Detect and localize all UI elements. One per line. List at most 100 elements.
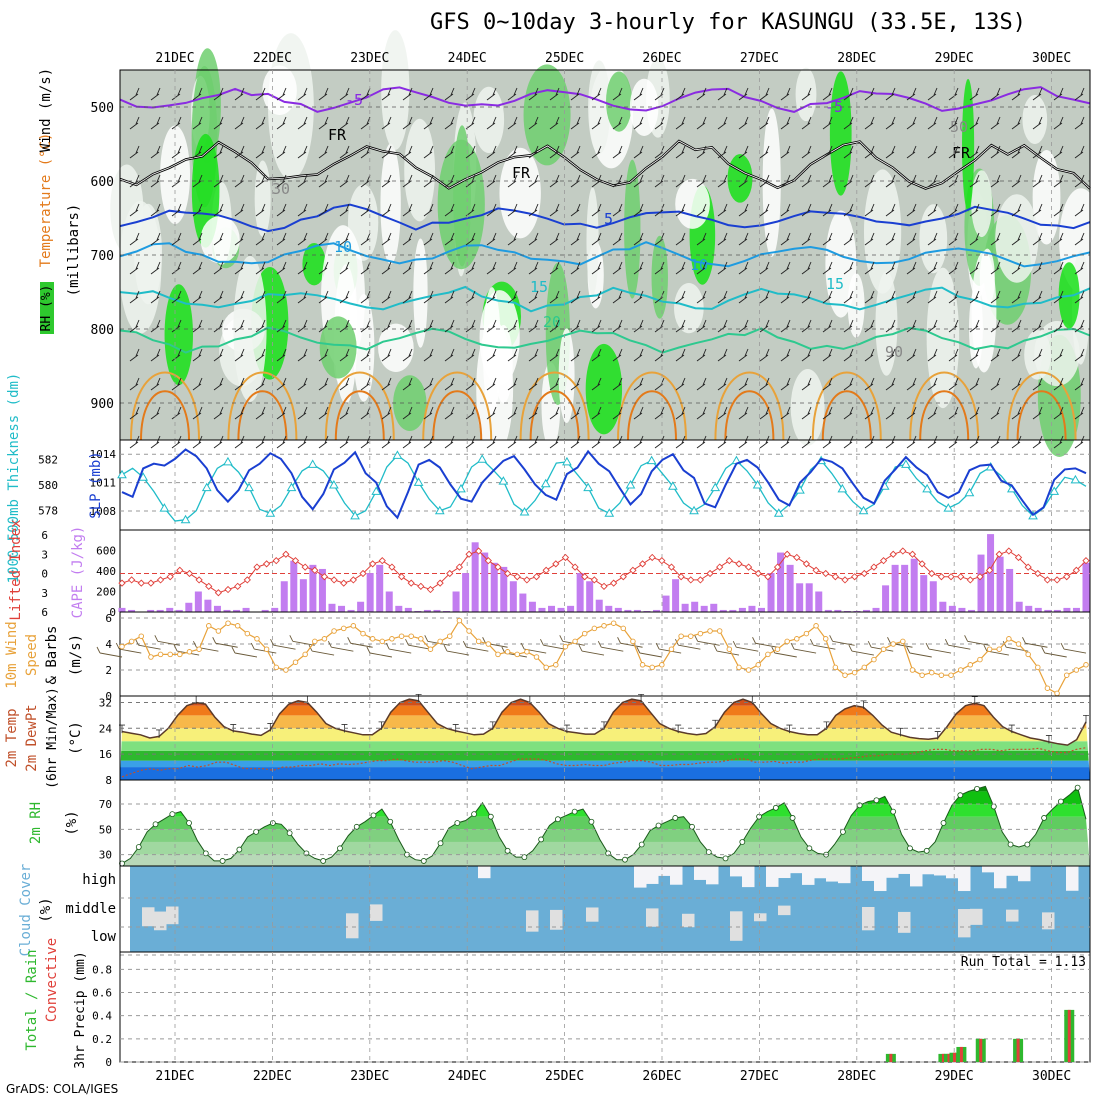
cape-bar: [710, 603, 718, 612]
wind-barb: [633, 290, 644, 304]
wind-barb: [906, 232, 917, 246]
wind-barb: [864, 203, 875, 217]
wind-barb: [801, 261, 812, 275]
wind-barb: [864, 145, 875, 159]
wind-barb: [1053, 232, 1064, 246]
wind-speed-marker: [283, 667, 289, 673]
contour-label: 10: [334, 238, 352, 256]
li-marker: [744, 563, 753, 571]
wind-barb: [192, 319, 203, 333]
cloud-gap-high: [946, 866, 959, 879]
wind-barb: [192, 406, 203, 420]
rh-shade-cell: [254, 160, 271, 237]
wind-barb: [486, 290, 497, 304]
warm-isotherm-arc: [724, 390, 775, 441]
li-marker: [166, 573, 174, 581]
wind-speed-marker: [263, 646, 270, 652]
wind-barb-10m: [732, 640, 759, 652]
wind-barb: [927, 174, 938, 188]
cape-bar: [958, 607, 966, 612]
li-marker: [446, 569, 454, 578]
rh-shade-cell: [134, 203, 163, 305]
wind-barb: [423, 232, 434, 246]
wind-barb: [1032, 348, 1043, 362]
wind-barb: [381, 377, 392, 391]
wind-barb: [696, 116, 707, 130]
temp-band: [120, 705, 1090, 716]
wind-barb: [591, 377, 602, 391]
wind-barb-10m: [906, 646, 932, 658]
dewpoint-line: [121, 747, 1087, 778]
wind-speed-marker: [813, 623, 819, 629]
wind-barb: [150, 174, 161, 188]
wind-barb-10m: [135, 638, 161, 650]
wind-barb: [1053, 406, 1064, 420]
wind-barb: [402, 377, 413, 391]
wind-barb: [276, 116, 287, 130]
cape-bar: [1072, 607, 1080, 612]
wind-barb: [423, 261, 434, 275]
wind-barb: [465, 145, 476, 159]
wind-barb: [864, 319, 875, 333]
isotherm-line: [119, 86, 1091, 113]
wind-barb: [234, 406, 245, 420]
wind-barb: [528, 261, 539, 275]
wind-barb: [486, 406, 497, 420]
wind-barb: [1032, 203, 1043, 217]
wind-barb: [402, 87, 413, 101]
wind-barb: [633, 348, 644, 362]
wind-barb: [402, 348, 413, 362]
wind-barb: [801, 319, 812, 333]
li-marker: [889, 550, 897, 558]
li-marker: [523, 576, 531, 584]
warm-isotherm-arc: [909, 371, 980, 441]
wind-barb: [318, 377, 329, 391]
cape-bar: [357, 601, 365, 612]
contour-label: FR: [328, 126, 347, 144]
wind-barb: [969, 319, 980, 333]
li-marker: [494, 563, 502, 571]
wind-speed-marker: [418, 636, 424, 642]
li-marker: [291, 557, 300, 565]
li-marker: [985, 566, 994, 574]
wind-axis-label-1: 10m Wind: [4, 621, 20, 688]
wind-barb: [1011, 377, 1022, 391]
li-marker: [378, 557, 386, 565]
rh-marker: [269, 820, 276, 826]
wind-barb: [780, 145, 791, 159]
wind-barb: [150, 116, 161, 130]
wind-barb: [654, 203, 665, 217]
wind-barb: [864, 116, 875, 130]
rh-shade-cell: [262, 65, 297, 116]
wind-barb: [213, 261, 224, 275]
wind-barb: [1011, 203, 1022, 217]
li-marker: [320, 573, 329, 581]
wind-barb-10m: [1060, 642, 1087, 654]
wind-barb-10m: [405, 638, 431, 650]
wind-barb-10m: [829, 635, 855, 646]
li-marker: [706, 569, 714, 578]
wind-barb: [486, 203, 497, 217]
cape-bar: [786, 564, 794, 612]
wind-barb: [381, 290, 392, 304]
wind-speed-marker: [562, 643, 569, 650]
thickness-marker: [646, 455, 657, 465]
rh-marker: [320, 858, 327, 864]
wind-barb: [633, 406, 644, 420]
wind-barb: [633, 319, 644, 333]
li-marker: [128, 576, 136, 584]
wind-speed-marker: [851, 669, 858, 676]
wind-barb: [192, 87, 203, 101]
wind-barb: [843, 87, 854, 101]
wind-barb-10m: [366, 646, 393, 658]
li-marker: [822, 569, 830, 578]
li-marker: [908, 550, 917, 558]
contour-label: FR: [512, 164, 531, 182]
cape-bar: [853, 610, 861, 612]
precip-tick-label: 0.4: [92, 1010, 112, 1023]
cape-bar: [901, 564, 909, 612]
wind-barb: [486, 348, 497, 362]
wind-barb: [948, 145, 959, 159]
wind-barb: [381, 348, 392, 362]
cloud-level-label: middle: [65, 901, 116, 917]
